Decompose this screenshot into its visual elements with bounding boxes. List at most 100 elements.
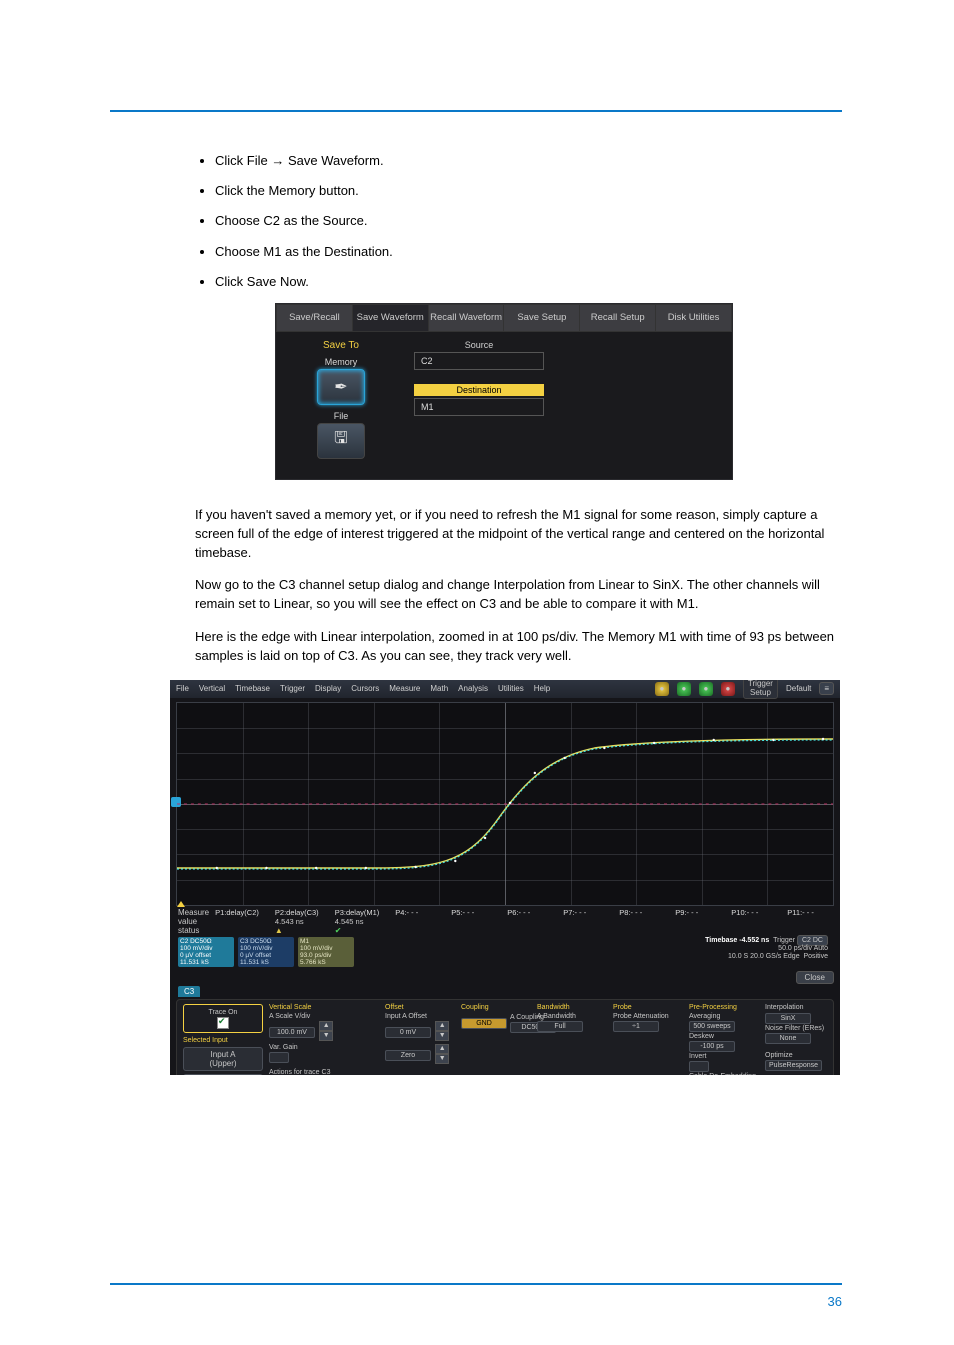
a-scale-spinner[interactable]: ▲▼ [319, 1021, 333, 1041]
menu-display[interactable]: Display [315, 684, 341, 693]
step-item: Choose C2 as the Source. [215, 212, 843, 230]
status-led-2[interactable]: ● [677, 682, 691, 696]
file-icon: 🖫 [334, 427, 348, 454]
bandwidth-value[interactable]: Full [537, 1021, 583, 1032]
trace-on-group: Trace On Selected Input Input A (Upper) … [183, 1004, 263, 1074]
probe-att-value[interactable]: ÷1 [613, 1021, 659, 1032]
memory-button[interactable]: ✒ [317, 369, 365, 405]
measure-label: Measure [178, 908, 209, 917]
status-led-3[interactable]: ● [699, 682, 713, 696]
menu-help[interactable]: Help [534, 684, 550, 693]
trigger-slope: Positive [803, 953, 828, 960]
measure-param: P11:- - - [787, 908, 827, 935]
input-a-button[interactable]: Input A (Upper) [183, 1047, 263, 1071]
measure-param: P4:- - - [395, 908, 435, 935]
tab-recall-waveform[interactable]: Recall Waveform [429, 304, 505, 332]
menu-file[interactable]: File [176, 684, 189, 693]
channel-chip[interactable]: C3 DC50Ω100 mV/div0 µV offset11.531 kS [238, 937, 294, 968]
zero-button[interactable]: Zero [385, 1050, 431, 1061]
probe-header: Probe [613, 1004, 683, 1011]
selected-input-header: Selected Input [183, 1037, 263, 1044]
offset-header: Offset [385, 1004, 455, 1011]
page-number: 36 [828, 1294, 842, 1309]
trigger-position-marker [177, 901, 185, 907]
step-text: Choose M1 as the Destination. [215, 244, 393, 259]
offset-step-spinner[interactable]: ▲▼ [435, 1044, 449, 1064]
menu-utilities[interactable]: Utilities [498, 684, 524, 693]
scope-menubar: File Vertical Timebase Trigger Display C… [170, 680, 840, 698]
a-scale-value[interactable]: 100.0 mV [269, 1027, 315, 1038]
measure-param: P9:- - - [675, 908, 715, 935]
paragraph-1: If you haven't saved a memory yet, or if… [195, 506, 843, 563]
a-scale-label: A Scale V/div [269, 1013, 379, 1020]
deskew-label: Deskew [689, 1033, 759, 1040]
menu-trigger[interactable]: Trigger [280, 684, 305, 693]
status-led-1[interactable]: ● [655, 682, 669, 696]
probe-att-label: Probe Attenuation [613, 1013, 683, 1020]
measure-param: P2:delay(C3)4.543 ns▲ [275, 908, 319, 935]
channel-chip[interactable]: C2 DC50Ω100 mV/div0 µV offset11.531 kS [178, 937, 234, 968]
offset-a-label: Input A Offset [385, 1013, 455, 1020]
menu-timebase[interactable]: Timebase [235, 684, 270, 693]
timebase-line3: 10.0 S 20.0 GS/s Edge [728, 953, 800, 960]
measure-param: P7:- - - [563, 908, 603, 935]
menu-collapse-icon[interactable]: ≡ [819, 682, 834, 695]
measure-param: P5:- - - [451, 908, 491, 935]
paragraph-3: Here is the edge with Linear interpolati… [195, 628, 843, 666]
invert-checkbox[interactable] [689, 1061, 709, 1072]
status-led-4[interactable]: ● [721, 682, 735, 696]
tab-save-setup[interactable]: Save Setup [504, 304, 580, 332]
var-gain-label: Var. Gain [269, 1044, 379, 1051]
default-label[interactable]: Default [786, 684, 811, 693]
step-item: Click File → Save Waveform. [215, 152, 843, 170]
tab-save-waveform[interactable]: Save Waveform [353, 304, 429, 332]
channel-tab-c3[interactable]: C3 [178, 986, 200, 997]
step-text: Click File → Save Waveform. [215, 153, 384, 168]
paragraph-2: Now go to the C3 channel setup dialog an… [195, 576, 843, 614]
menu-measure[interactable]: Measure [389, 684, 420, 693]
noise-filter-value[interactable]: None [765, 1033, 811, 1044]
measure-param: P6:- - - [507, 908, 547, 935]
offset-spinner[interactable]: ▲▼ [435, 1021, 449, 1041]
trace-on-label: Trace On [188, 1009, 258, 1016]
menu-vertical[interactable]: Vertical [199, 684, 225, 693]
var-gain-checkbox[interactable] [269, 1052, 289, 1063]
invert-label: Invert [689, 1053, 759, 1060]
channel-setup-panel: Trace On Selected Input Input A (Upper) … [176, 999, 834, 1074]
menu-cursors[interactable]: Cursors [351, 684, 379, 693]
file-button[interactable]: 🖫 [317, 423, 365, 459]
channel-chip[interactable]: M1100 mV/div93.0 ps/div5.766 kS [298, 937, 354, 968]
source-value[interactable]: C2 [414, 352, 544, 370]
menu-analysis[interactable]: Analysis [458, 684, 488, 693]
gnd-button[interactable]: GND [461, 1018, 507, 1029]
optimize-label: Optimize [765, 1052, 835, 1059]
destination-value[interactable]: M1 [414, 398, 544, 416]
vertical-scale-header: Vertical Scale [269, 1004, 379, 1011]
bandwidth-a-label: A Bandwidth [537, 1013, 607, 1020]
close-button[interactable]: Close [796, 971, 834, 984]
source-dest-group: Source C2 Destination M1 [406, 338, 654, 465]
menu-math[interactable]: Math [430, 684, 448, 693]
tab-disk-utilities[interactable]: Disk Utilities [656, 304, 732, 332]
channel-chip-row: C2 DC50Ω100 mV/div0 µV offset11.531 kSC3… [178, 937, 832, 968]
offset-value[interactable]: 0 mV [385, 1027, 431, 1038]
footer-rule [110, 1283, 842, 1285]
step-text: Click Save Now. [215, 274, 309, 289]
optimize-value[interactable]: PulseResponse [765, 1060, 822, 1071]
destination-label: Destination [414, 384, 544, 396]
waveform-trace-c3 [177, 703, 833, 905]
tab-save-recall[interactable]: Save/Recall [276, 304, 353, 332]
interpolation-value[interactable]: SinX [765, 1013, 811, 1024]
dialog-tabs: Save/Recall Save Waveform Recall Wavefor… [276, 304, 732, 332]
preprocessing-header: Pre-Processing [689, 1004, 759, 1011]
averaging-label: Averaging [689, 1013, 759, 1020]
measure-param: P10:- - - [731, 908, 771, 935]
trace-on-checkbox[interactable] [217, 1017, 229, 1029]
tab-recall-setup[interactable]: Recall Setup [580, 304, 656, 332]
averaging-value[interactable]: 500 sweeps [689, 1021, 735, 1032]
deskew-value[interactable]: -100 ps [689, 1041, 735, 1052]
trigger-setup-button[interactable]: Trigger Setup [743, 680, 778, 699]
waveform-plot [176, 702, 834, 906]
noise-filter-label: Noise Filter (ERes) [765, 1025, 835, 1032]
step-item: Click the Memory button. [215, 182, 843, 200]
